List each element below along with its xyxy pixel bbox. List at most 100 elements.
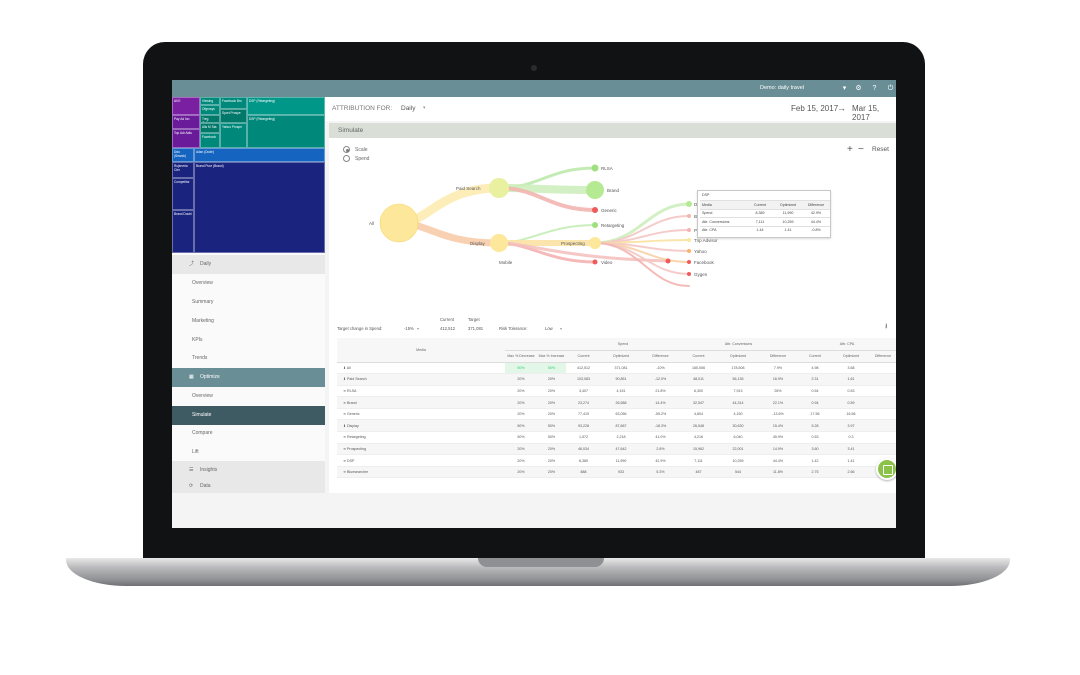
- chat-icon[interactable]: [876, 458, 896, 480]
- tree-node[interactable]: [592, 259, 598, 265]
- column-header[interactable]: Optimized: [833, 350, 869, 363]
- table-row[interactable]: ⬇ Display 50% 50% 93,228 87,667 -18.3% 26,548 3…: [337, 419, 896, 433]
- radio-spend[interactable]: Spend: [343, 155, 369, 162]
- treemap-cell[interactable]: Yahoo Prospe: [220, 123, 247, 148]
- table-cell[interactable]: 50%: [537, 431, 566, 444]
- treemap-cell[interactable]: Facebook Brs: [220, 97, 247, 109]
- treemap-cell[interactable]: All E: [172, 97, 200, 115]
- treemap-cell[interactable]: Adsn (Dode): [194, 148, 325, 162]
- treemap-cell[interactable]: DSP (Retargeting): [247, 115, 325, 148]
- date-to[interactable]: Mar 15, 2017: [852, 104, 880, 122]
- column-header[interactable]: Optimized: [601, 350, 641, 363]
- table-cell[interactable]: 20%: [505, 385, 537, 398]
- attribution-select[interactable]: Daily: [401, 105, 416, 112]
- media-cell[interactable]: ➜ RLSA: [337, 385, 505, 398]
- table-cell[interactable]: 50%: [505, 431, 537, 444]
- tree-node[interactable]: [592, 222, 598, 228]
- sidebar-item-compare[interactable]: Compare: [192, 430, 213, 436]
- sidebar-item-lift[interactable]: Lift: [192, 449, 199, 455]
- treemap-cell[interactable]: Treg Online: [200, 115, 220, 123]
- sidebar-item-data[interactable]: ⟳ Data: [172, 480, 325, 493]
- table-row[interactable]: ➜ Retargeting 50% 50% 1,572 2,218 41.0% 4,216 6…: [337, 431, 896, 444]
- treemap-cell[interactable]: Viewing: [200, 97, 220, 105]
- tree-node[interactable]: [591, 164, 599, 172]
- sidebar-item-daily[interactable]: ⤴ Daily: [172, 255, 325, 274]
- table-cell[interactable]: 50%: [505, 419, 537, 433]
- treemap-cell[interactable]: Top Adr Adtu: [172, 129, 200, 148]
- media-treemap[interactable]: All E Pay Ad Ion Top Adr Adtu Viewing Of…: [172, 97, 325, 253]
- zoom-out-button[interactable]: −: [858, 144, 864, 155]
- date-from[interactable]: Feb 15, 2017: [791, 104, 839, 113]
- media-cell[interactable]: ➜ Bluesearcher: [337, 466, 505, 479]
- tree-node[interactable]: [379, 203, 419, 243]
- sidebar-item-simulate[interactable]: Simulate: [172, 406, 325, 425]
- treemap-cell[interactable]: Ddo (Search): [172, 148, 194, 162]
- table-cell[interactable]: 20%: [537, 373, 566, 386]
- tree-node[interactable]: [489, 178, 509, 198]
- treemap-cell[interactable]: Alls M Sta: [200, 123, 220, 133]
- table-cell[interactable]: 50%: [537, 362, 566, 375]
- treemap-cell[interactable]: Ofgrosys: [200, 105, 220, 115]
- table-row[interactable]: ➜ Prospecting 20% 20% 46,034 47,642 2.8% 15,96…: [337, 443, 896, 456]
- sidebar-item-optimize[interactable]: ▦ Optimize: [172, 368, 325, 387]
- account-name[interactable]: Demo: daily travel: [760, 85, 805, 91]
- treemap-cell[interactable]: Competitor: [172, 178, 194, 210]
- table-cell[interactable]: 20%: [537, 385, 566, 398]
- media-cell[interactable]: ➜ Prospecting: [337, 443, 505, 456]
- media-cell[interactable]: ➜ Retargeting: [337, 431, 505, 444]
- table-cell[interactable]: 20%: [537, 443, 566, 456]
- tree-node[interactable]: [687, 249, 691, 253]
- table-cell[interactable]: 50%: [537, 419, 566, 433]
- treemap-cell[interactable]: Sport Prospe: [220, 109, 247, 123]
- tree-node[interactable]: [665, 258, 671, 264]
- gear-icon[interactable]: ⚙: [855, 85, 862, 92]
- tree-node[interactable]: [687, 238, 691, 242]
- column-header[interactable]: Max % Increase: [537, 350, 566, 363]
- tree-node[interactable]: [589, 237, 601, 249]
- table-cell[interactable]: 20%: [505, 466, 537, 479]
- treemap-cell[interactable]: Rujeneria Cler: [172, 162, 194, 178]
- media-cell[interactable]: ➜ Brand: [337, 396, 505, 409]
- sidebar-item-insights[interactable]: ☰ Insights: [172, 461, 325, 480]
- column-header[interactable]: Current: [566, 350, 601, 363]
- tree-node[interactable]: [592, 207, 598, 213]
- media-cell[interactable]: ➜ DSP: [337, 454, 505, 467]
- sidebar-item-opt-overview[interactable]: Overview: [192, 393, 213, 399]
- media-cell[interactable]: ⬇ Display: [337, 419, 505, 433]
- treemap-cell[interactable]: DSP (Retargeting): [247, 97, 325, 115]
- table-cell[interactable]: 20%: [537, 408, 566, 421]
- column-header[interactable]: Difference: [641, 350, 680, 363]
- logout-icon[interactable]: ⏻: [887, 85, 894, 92]
- tree-node[interactable]: [490, 234, 508, 252]
- column-header[interactable]: Optimized: [717, 350, 759, 363]
- table-row[interactable]: ➜ Brand 20% 20% 23,274 26,588 14.4% 32,547 44,3…: [337, 396, 896, 409]
- column-header[interactable]: Difference: [759, 350, 797, 363]
- table-cell[interactable]: 50%: [505, 362, 537, 375]
- sidebar-item-kpis[interactable]: KPIs: [192, 337, 203, 343]
- table-cell[interactable]: 20%: [537, 454, 566, 467]
- column-header[interactable]: Max % Decrease: [505, 350, 537, 363]
- sidebar-item-marketing[interactable]: Marketing: [192, 318, 214, 324]
- download-icon[interactable]: ⭳: [885, 323, 888, 330]
- tree-node[interactable]: [586, 181, 604, 199]
- reset-button[interactable]: Reset: [872, 146, 889, 153]
- risk-tolerance-select[interactable]: Low: [545, 326, 553, 331]
- radio-scale[interactable]: Scale: [343, 146, 368, 153]
- table-cell[interactable]: 20%: [537, 396, 566, 409]
- zoom-in-button[interactable]: +: [847, 144, 853, 155]
- treemap-cell[interactable]: Facebook: [200, 133, 220, 148]
- table-cell[interactable]: 20%: [537, 466, 566, 479]
- media-cell[interactable]: ⬇ All: [337, 362, 505, 375]
- tree-node[interactable]: [687, 272, 691, 276]
- column-header-media[interactable]: Media: [337, 338, 505, 363]
- sidebar-item-overview[interactable]: Overview: [192, 280, 213, 286]
- tree-node[interactable]: [687, 214, 691, 218]
- table-row[interactable]: ⬇ Paid Search 20% 20% 103,083 90,851 -12.0% 48…: [337, 373, 896, 386]
- treemap-cell[interactable]: Pay Ad Ion: [172, 115, 200, 129]
- table-row[interactable]: ➜ DSP 20% 20% 8,389 11,990 42.9% 7,111 10,259 44…: [337, 454, 896, 467]
- sidebar-item-trends[interactable]: Trends: [192, 355, 208, 361]
- column-header[interactable]: Difference: [869, 350, 896, 363]
- chevron-down-icon[interactable]: ▾: [560, 326, 563, 331]
- column-header[interactable]: Current: [680, 350, 717, 363]
- tree-node[interactable]: [687, 260, 691, 264]
